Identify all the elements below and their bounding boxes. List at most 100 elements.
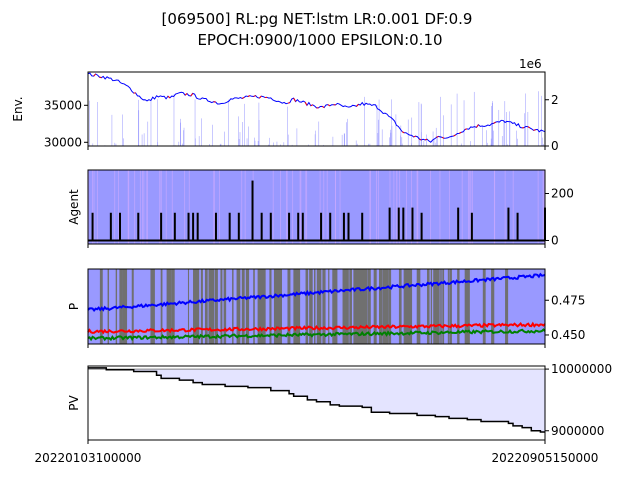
price-segment <box>419 138 422 141</box>
exploration-band <box>220 269 223 344</box>
exploration-band <box>322 269 325 344</box>
exploration-band <box>236 269 240 344</box>
price-segment <box>464 128 468 130</box>
panel-frame <box>87 71 546 147</box>
y-axis-label: Env. <box>11 96 25 121</box>
x-tick-label-end: 20220905150000 <box>492 451 599 465</box>
exploration-band <box>247 269 249 344</box>
exploration-band <box>388 269 392 344</box>
price-segment <box>424 138 428 141</box>
y-tick-label: 30000 <box>44 135 82 149</box>
exploration-band <box>345 269 349 344</box>
y-tick-label: 35000 <box>44 98 82 112</box>
exploration-band <box>430 269 433 344</box>
price-segment <box>476 124 479 128</box>
price-segment <box>184 93 188 96</box>
price-segment <box>310 104 313 107</box>
price-segment <box>321 105 325 108</box>
policy-line-0 <box>87 272 546 313</box>
x-tick-label-start: 20220103100000 <box>35 451 142 465</box>
y-tick-label: 200 <box>551 186 574 200</box>
exploration-band <box>457 269 460 344</box>
exploration-band <box>309 269 312 344</box>
exploration-band <box>204 269 208 344</box>
exploration-band <box>403 269 405 344</box>
price-segment <box>527 126 531 129</box>
price-segment <box>253 95 256 97</box>
price-segment <box>259 95 262 99</box>
y-axis-label: P <box>67 303 81 310</box>
exploration-band <box>334 269 337 344</box>
chart-title-line2: EPOCH:0900/1000 EPSILON:0.10 <box>197 31 442 49</box>
y-tick-label: 0.475 <box>551 293 585 307</box>
exploration-band <box>373 269 377 344</box>
price-segment <box>93 73 96 77</box>
price-segment <box>99 76 102 79</box>
exploration-band <box>276 269 280 344</box>
exploration-band <box>310 269 313 344</box>
policy-line-1 <box>87 321 546 335</box>
exploration-band <box>295 269 299 344</box>
price-line <box>87 72 546 143</box>
price-segment <box>401 131 405 134</box>
exploration-band <box>364 269 368 344</box>
exploration-band <box>349 269 352 344</box>
exploration-band <box>314 269 316 344</box>
exploration-band <box>288 269 290 344</box>
y-tick-label: 0 <box>551 139 559 153</box>
exploration-band <box>440 269 442 344</box>
exploration-band <box>382 269 385 344</box>
price-segment <box>190 93 194 97</box>
exploration-band <box>328 269 330 344</box>
exploration-band <box>449 269 452 344</box>
exploration-band <box>383 269 387 344</box>
exploration-band <box>367 269 371 344</box>
exploration-band <box>297 269 301 344</box>
panel-frame <box>87 169 546 245</box>
exploration-band <box>166 269 170 344</box>
exploration-band <box>208 269 211 344</box>
exploration-band <box>306 269 308 344</box>
exploration-band <box>171 269 174 344</box>
exploration-band <box>464 269 469 344</box>
exploration-band <box>170 269 172 344</box>
exploration-band <box>214 269 218 344</box>
price-segment <box>459 131 462 134</box>
y-axis-label: Agent <box>67 189 81 225</box>
exploration-band <box>200 269 203 344</box>
price-segment <box>436 135 439 138</box>
exploration-band <box>442 269 445 344</box>
exploration-band <box>160 269 163 344</box>
exploration-band <box>152 269 155 344</box>
price-segment <box>453 134 456 137</box>
exploration-band <box>293 269 297 344</box>
y-tick-label: 10000000 <box>551 362 612 376</box>
exploration-band <box>150 269 154 344</box>
exploration-band <box>491 269 495 344</box>
price-segment <box>533 129 536 131</box>
exploration-band <box>280 269 282 344</box>
exploration-band <box>273 269 277 344</box>
exploration-band <box>404 269 408 344</box>
exploration-band <box>269 269 272 344</box>
exploration-band <box>209 269 212 344</box>
exploration-band <box>436 269 439 344</box>
exploration-band <box>360 269 364 344</box>
pv-line <box>88 367 545 433</box>
exploration-band <box>332 269 335 344</box>
env-panel: 30000 35000 0 2 1e6 Env. <box>11 57 559 153</box>
exploration-band <box>417 269 419 344</box>
exploration-band <box>442 269 444 344</box>
exploration-band <box>482 269 486 344</box>
exploration-band <box>242 269 245 344</box>
price-segment <box>413 135 416 138</box>
agent-panel: 0 200 Agent <box>67 169 574 248</box>
chart-title-line1: [069500] RL:pg NET:lstm LR:0.001 DF:0.9 <box>162 10 473 28</box>
exploration-band <box>386 269 389 344</box>
exploration-band <box>287 269 290 344</box>
exploration-band <box>505 269 509 344</box>
exploration-band <box>99 269 103 344</box>
price-segment <box>167 95 171 99</box>
exploration-band <box>467 269 470 344</box>
y-offset-label: 1e6 <box>519 57 542 71</box>
